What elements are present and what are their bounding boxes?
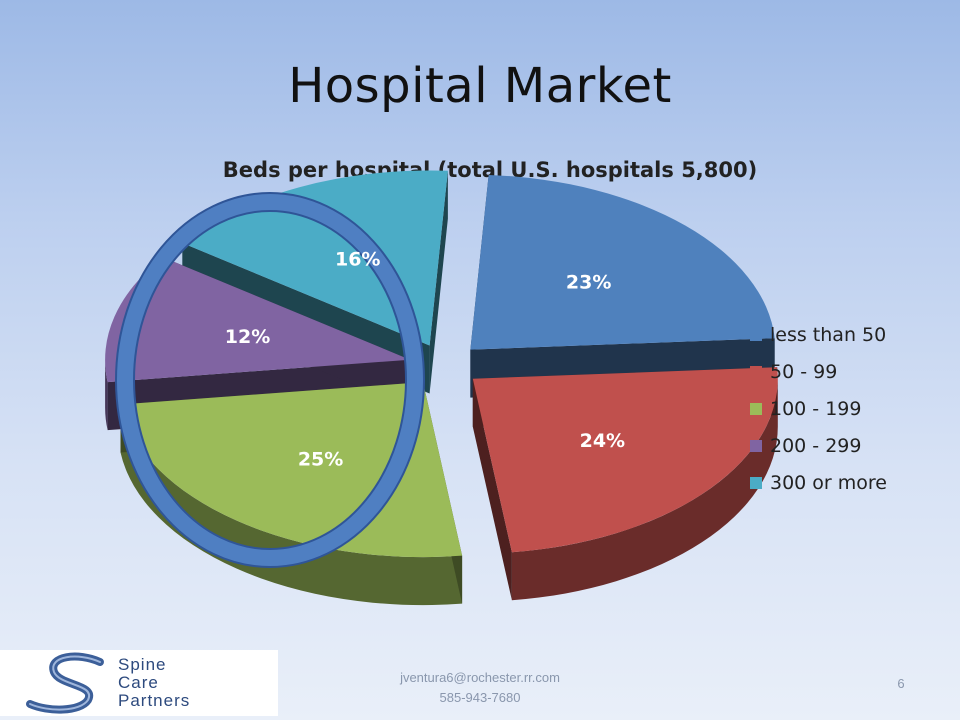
legend-label: 50 - 99: [770, 360, 838, 383]
legend-item: 100 - 199: [750, 390, 887, 427]
pie-slice-wall: [472, 378, 512, 601]
logo-line: Care: [118, 673, 159, 692]
legend-label: 100 - 199: [770, 397, 862, 420]
footer-contact: jventura6@rochester.rr.com 585-943-7680: [360, 668, 600, 708]
pie-data-label: 25%: [298, 448, 343, 470]
pie-slice-50-99: [472, 367, 778, 553]
legend-item: 200 - 299: [750, 427, 887, 464]
highlight-ring: [116, 193, 424, 567]
pie-slice-200-299: [105, 257, 411, 383]
legend-item: 300 or more: [750, 464, 887, 501]
logo-line: Spine: [118, 655, 167, 674]
pie-slice-side: [105, 359, 108, 431]
legend-swatch: [750, 402, 762, 415]
legend-swatch: [750, 365, 762, 378]
company-logo: Spine Care Partners: [0, 650, 278, 716]
chart-legend: less than 50 50 - 99 100 - 199 200 - 299…: [750, 316, 887, 501]
legend-swatch: [750, 328, 762, 341]
legend-swatch: [750, 476, 762, 489]
legend-label: less than 50: [770, 323, 887, 346]
contact-email: jventura6@rochester.rr.com: [400, 670, 560, 685]
logo-line: Partners: [118, 691, 191, 710]
pie-slice-side: [511, 378, 778, 601]
pie-data-label: 16%: [335, 249, 380, 271]
legend-item: 50 - 99: [750, 353, 887, 390]
legend-item: less than 50: [750, 316, 887, 353]
page-number: 6: [897, 676, 905, 691]
highlight-ring-inner-edge: [133, 210, 407, 550]
logo-s-icon: [26, 652, 104, 714]
legend-swatch: [750, 439, 762, 452]
pie-data-label: 23%: [566, 271, 611, 293]
pie-slice-wall: [429, 170, 448, 394]
pie-data-label: 24%: [580, 430, 625, 452]
pie-slice-less-than-50: [470, 174, 775, 350]
pie-data-label: 12%: [225, 326, 270, 348]
logo-text: Spine Care Partners: [118, 656, 190, 710]
highlight-ring-outer-edge: [115, 192, 425, 568]
contact-phone: 585-943-7680: [439, 690, 521, 705]
slide-title: Hospital Market: [288, 58, 672, 114]
legend-label: 200 - 299: [770, 434, 862, 457]
pie-slice-300-or-more: [182, 170, 448, 346]
legend-label: 300 or more: [770, 471, 887, 494]
